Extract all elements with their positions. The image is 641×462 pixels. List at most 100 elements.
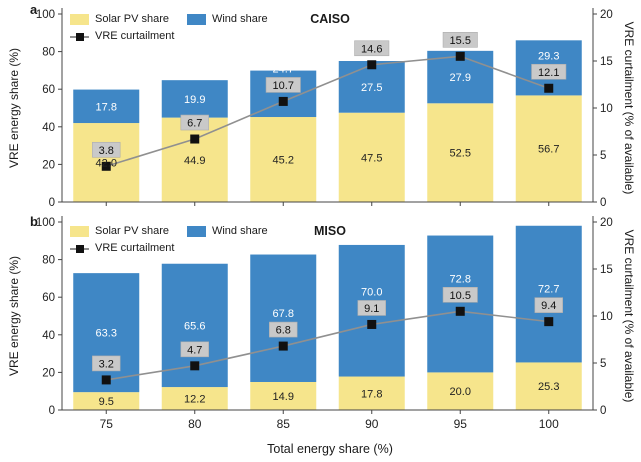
y-tick-label: 60: [42, 84, 55, 96]
curtailment-value-label: 6.7: [187, 118, 202, 130]
solar-bar: [161, 387, 228, 410]
solar-bar: [515, 362, 582, 410]
curtailment-label-box: [92, 355, 121, 372]
legend-item-wind: Wind share: [186, 13, 268, 25]
curtailment-label-box: [92, 141, 121, 158]
solar-value-label: 56.7: [538, 144, 559, 156]
solar-bar: [250, 381, 317, 410]
wind-value-label: 24.7: [273, 63, 294, 75]
solar-value-label: 20.0: [450, 386, 471, 398]
wind-swatch: [186, 226, 206, 237]
wind-bar: [73, 273, 140, 393]
wind-value-label: 63.3: [96, 328, 117, 340]
solar-value-label: 52.5: [450, 148, 471, 160]
wind-bar: [161, 80, 228, 118]
y-axis-label-left-b: VRE energy share (%): [7, 255, 21, 377]
solar-bar: [338, 112, 405, 202]
curtailment-label-box: [357, 300, 386, 316]
y-tick-label: 0: [49, 197, 55, 209]
legend-label-solar: Solar PV share: [95, 13, 169, 25]
curtailment-marker: [544, 83, 554, 93]
curtailment-marker: [190, 134, 200, 144]
y2-tick-label: 0: [600, 405, 606, 417]
solar-value-label: 47.5: [361, 152, 382, 164]
y-tick-label: 40: [42, 330, 55, 342]
curtailment-label-box: [180, 341, 209, 358]
legend-item-solar: Solar PV share: [70, 226, 169, 237]
solar-bar: [338, 376, 405, 410]
legend-miso: Solar PV share Wind share VRE curtailmen…: [70, 226, 268, 260]
legend-label-wind: Wind share: [211, 225, 268, 237]
solar-value-label: 9.5: [99, 396, 114, 408]
solar-value-label: 12.2: [184, 394, 205, 406]
panel-title-caiso: CAISO: [310, 12, 350, 26]
solar-value-label: 44.9: [184, 155, 205, 167]
curtailment-label-box: [531, 63, 567, 80]
curtailment-label-box: [269, 321, 298, 338]
curtailment-label-box: [180, 114, 209, 131]
y-tick-label: 20: [42, 367, 55, 379]
solar-swatch: [70, 14, 89, 25]
solar-value-label: 25.3: [538, 381, 559, 393]
curtailment-line: [106, 310, 549, 381]
curtailment-value-label: 12.1: [538, 67, 559, 79]
y-axis-label-right-a: VRE curtailment (% of available): [622, 21, 636, 195]
chart-panel-caiso: 3.8 6.7 10.7 14.6 15.5 12.1 42.0 17.8 44.9 19.9 45…: [36, 8, 613, 209]
x-tick-label: 95: [454, 417, 468, 431]
solar-swatch: [70, 226, 89, 237]
y-tick-label: 20: [42, 159, 55, 171]
legend-label-solar: Solar PV share: [95, 225, 169, 237]
solar-bar: [515, 95, 582, 202]
curtailment-value-label: 9.4: [541, 300, 556, 312]
legend-caiso: Solar PV share Wind share VRE curtailmen…: [70, 14, 268, 48]
x-tick-label: 75: [100, 417, 114, 431]
y2-tick-label: 15: [600, 56, 613, 68]
curtailment-label-box: [534, 297, 563, 313]
y2-tick-label: 20: [600, 9, 613, 21]
curtailment-value-label: 15.5: [450, 35, 471, 47]
curtailment-line: [106, 55, 550, 168]
wind-value-label: 70.0: [361, 286, 382, 298]
curtailment-value-label: 10.7: [273, 80, 294, 92]
wind-value-label: 65.6: [184, 320, 205, 332]
curtailment-value-label: 3.2: [99, 358, 114, 370]
x-axis-label: Total energy share (%): [267, 442, 393, 456]
curtailment-marker: [278, 341, 288, 351]
y2-tick-label: 15: [600, 264, 613, 276]
curtailment-marker: [544, 317, 554, 327]
solar-value-label: 14.9: [273, 391, 294, 403]
curtailment-marker: [101, 161, 111, 171]
y2-tick-label: 5: [600, 150, 606, 162]
curtailment-value-label: 6.8: [276, 325, 291, 337]
curtailment-label-box: [265, 77, 301, 93]
y-tick-label: 80: [42, 47, 55, 59]
solar-value-label: 17.8: [361, 388, 382, 400]
wind-value-label: 19.9: [184, 94, 205, 106]
curtailment-value-label: 3.8: [99, 145, 114, 157]
solar-value-label: 42.0: [96, 158, 117, 170]
legend-item-solar: Solar PV share: [70, 14, 169, 25]
curtailment-label-box: [442, 287, 478, 303]
curtailment-marker: [101, 375, 111, 385]
curtailment-marker-icon: [70, 243, 89, 254]
panel-letter-a: a: [30, 2, 38, 17]
curtailment-marker: [278, 96, 288, 106]
curtailment-marker: [367, 60, 377, 70]
legend-item-curtailment: VRE curtailment: [70, 243, 174, 254]
y2-tick-label: 10: [600, 311, 613, 323]
curtailment-marker-icon: [70, 31, 89, 42]
legend-row: VRE curtailment: [70, 243, 268, 254]
y2-tick-label: 10: [600, 103, 613, 115]
legend-row: VRE curtailment: [70, 31, 268, 42]
legend-label-curtailment: VRE curtailment: [95, 30, 175, 42]
x-tick-label: 85: [277, 417, 291, 431]
curtailment-label-box: [442, 31, 478, 48]
curtailment-value-label: 4.7: [187, 344, 202, 356]
x-tick-label: 80: [188, 417, 202, 431]
legend-label-curtailment: VRE curtailment: [95, 242, 175, 254]
legend-label-wind: Wind share: [211, 13, 268, 25]
x-tick-label: 100: [539, 417, 559, 431]
legend-item-wind: Wind share: [186, 225, 268, 237]
x-tick-label: 90: [365, 417, 379, 431]
